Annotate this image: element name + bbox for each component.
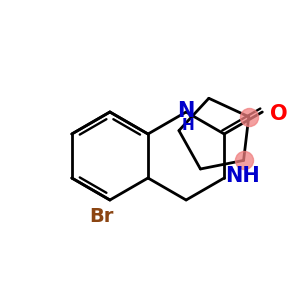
Text: H: H: [182, 118, 194, 134]
Text: N: N: [177, 101, 195, 121]
Text: Br: Br: [90, 206, 114, 226]
Text: O: O: [269, 104, 287, 124]
Text: NH: NH: [225, 166, 260, 186]
